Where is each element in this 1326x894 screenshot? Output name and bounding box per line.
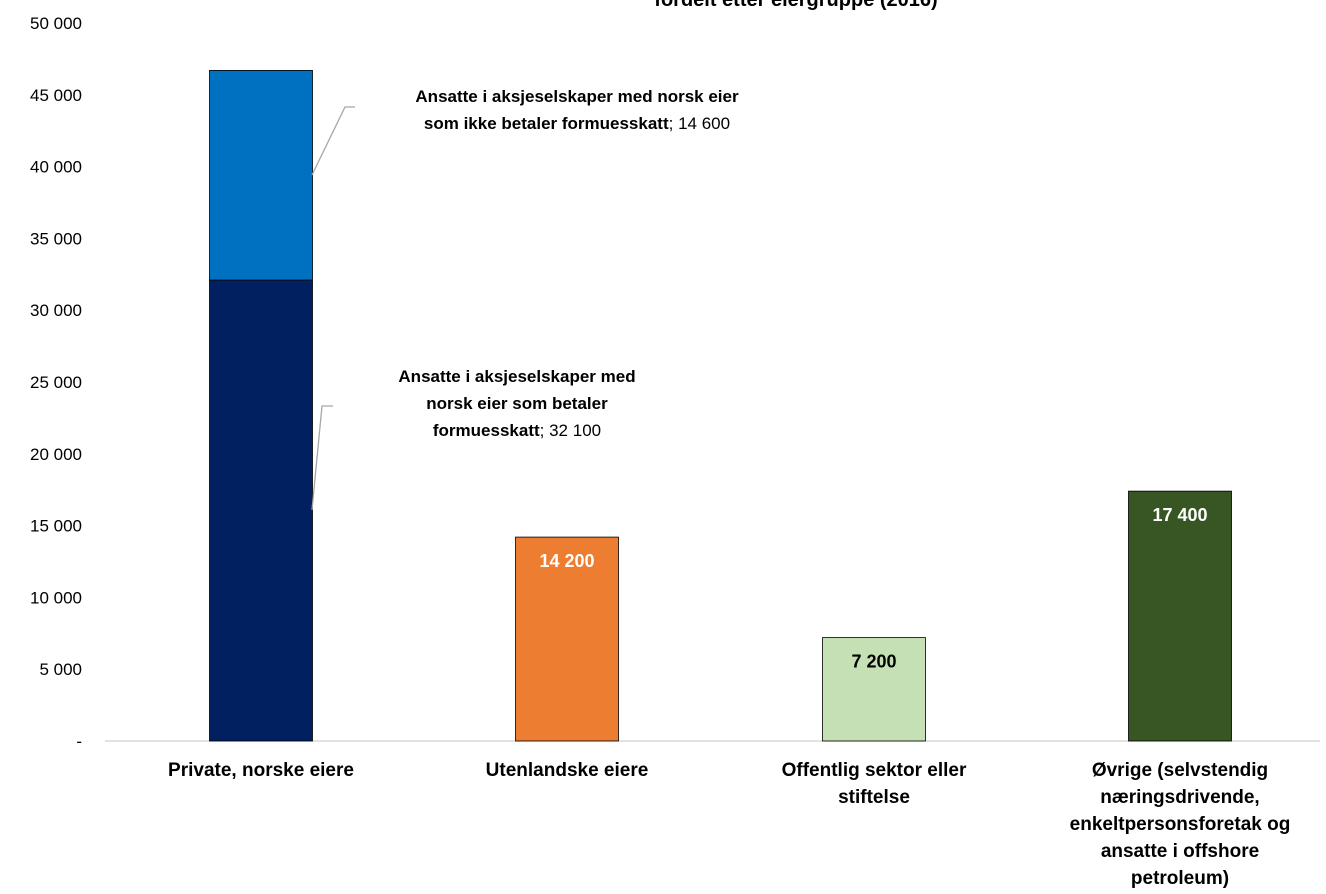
data-label: 17 400 [1152, 505, 1207, 525]
category-label: Offentlig sektor eller [782, 760, 967, 781]
y-tick-label: 30 000 [30, 301, 82, 320]
x-axis-labels: Private, norske eiere Utenlandske eiere Of… [168, 760, 1290, 889]
category-label: petroleum) [1131, 868, 1229, 889]
annotation-run: Ansatte i aksjeselskaper med norsk eier [415, 87, 739, 106]
bar-segment [1128, 490, 1232, 742]
annotation-run: Ansatte i aksjeselskaper med [398, 367, 635, 386]
annotation-run: norsk eier som betaler [426, 394, 608, 413]
data-label: 14 200 [539, 551, 594, 571]
y-tick-label: 20 000 [30, 445, 82, 464]
y-tick-label: 10 000 [30, 588, 82, 607]
category-label: ansatte i offshore [1101, 841, 1259, 862]
y-tick-label: 50 000 [30, 14, 82, 33]
category-label: enkeltpersonsforetak og [1070, 814, 1291, 835]
annotation-run: ; 14 600 [669, 114, 730, 133]
annotation-leader [311, 106, 355, 176]
data-label: 7 200 [851, 652, 896, 672]
chart-title: fordelt etter eiergruppe (2016) [654, 0, 937, 11]
category-label: stiftelse [838, 787, 910, 808]
y-tick-label: 35 000 [30, 229, 82, 248]
bar-segment [209, 279, 313, 742]
y-tick-label: - [76, 732, 82, 751]
category-label: Utenlandske eiere [486, 760, 649, 781]
annotation-line: som ikke betaler formuesskatt; 14 600 [424, 114, 730, 133]
y-tick-label: 25 000 [30, 373, 82, 392]
category-label: Private, norske eiere [168, 760, 354, 781]
annotations: Ansatte i aksjeselskaper med norsk eier s… [311, 87, 739, 511]
bar-segment [515, 536, 619, 742]
y-tick-label: 40 000 [30, 158, 82, 177]
annotation-run: som ikke betaler formuesskatt [424, 114, 669, 133]
annotation-run: formuesskatt [433, 421, 540, 440]
annotation-leader [311, 405, 333, 511]
bar-segment [209, 69, 313, 281]
category-label: næringsdrivende, [1100, 787, 1259, 808]
y-tick-label: 5 000 [39, 660, 82, 679]
annotation-line: Ansatte i aksjeselskaper med norsk eier [415, 87, 739, 106]
y-axis-ticks: - 5 000 10 000 15 000 20 000 25 000 30 000 35 0… [30, 14, 82, 751]
category-label: Øvrige (selvstendig [1092, 760, 1268, 781]
y-tick-label: 45 000 [30, 86, 82, 105]
y-tick-label: 15 000 [30, 517, 82, 536]
bar-segment [822, 637, 926, 742]
annotation-line: norsk eier som betaler [426, 394, 608, 413]
bars: 14 200 7 200 17 400 [209, 69, 1232, 742]
annotation-line: formuesskatt; 32 100 [433, 421, 601, 440]
annotation-line: Ansatte i aksjeselskaper med [398, 367, 635, 386]
annotation-run: ; 32 100 [540, 421, 601, 440]
